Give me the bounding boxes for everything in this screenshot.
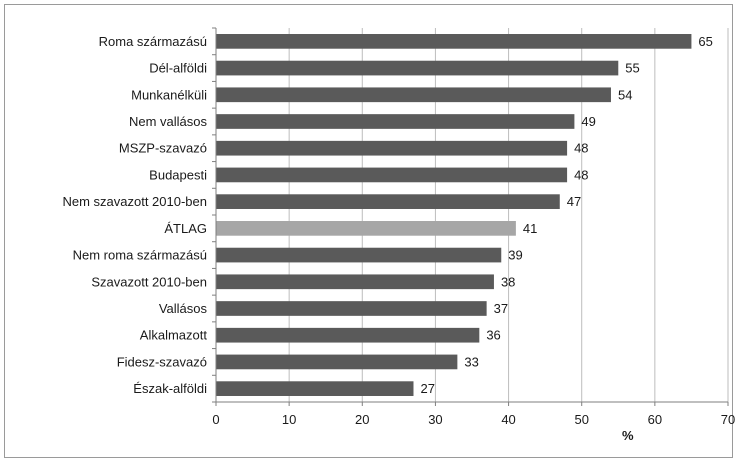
data-label: 37 bbox=[494, 301, 508, 316]
data-label: 48 bbox=[574, 141, 588, 156]
data-label: 48 bbox=[574, 167, 588, 182]
x-tick-label: 10 bbox=[282, 412, 296, 427]
x-tick-label: 20 bbox=[355, 412, 369, 427]
x-tick-label: 50 bbox=[574, 412, 588, 427]
bar bbox=[216, 301, 487, 316]
data-label: 55 bbox=[625, 61, 639, 76]
data-label: 39 bbox=[508, 248, 522, 263]
bar bbox=[216, 221, 516, 236]
bar bbox=[216, 167, 568, 183]
category-label: ÁTLAG bbox=[164, 221, 207, 236]
category-label: Nem roma származású bbox=[73, 248, 207, 263]
bar bbox=[216, 381, 414, 396]
data-label: 33 bbox=[464, 354, 478, 369]
x-axis-title: % bbox=[622, 428, 634, 443]
bar bbox=[216, 354, 458, 370]
category-label: Roma származású bbox=[99, 34, 207, 49]
bar bbox=[216, 194, 560, 209]
data-label: 38 bbox=[501, 274, 515, 289]
data-label: 65 bbox=[698, 34, 712, 49]
bar bbox=[216, 87, 611, 103]
data-label: 54 bbox=[618, 87, 632, 102]
category-label: Szavazott 2010-ben bbox=[91, 274, 207, 289]
category-label: Nem szavazott 2010-ben bbox=[62, 194, 207, 209]
bar bbox=[216, 327, 480, 343]
category-label: MSZP-szavazó bbox=[119, 141, 207, 156]
category-label: Dél-alföldi bbox=[149, 61, 207, 76]
gridlines bbox=[288, 28, 729, 402]
bar bbox=[216, 60, 619, 76]
bars bbox=[216, 34, 692, 396]
x-tick-label: 30 bbox=[428, 412, 442, 427]
category-label: Fidesz-szavazó bbox=[117, 354, 207, 369]
data-label: 47 bbox=[567, 194, 581, 209]
bar bbox=[216, 140, 568, 156]
bar bbox=[216, 34, 692, 49]
bar bbox=[216, 247, 502, 263]
bar bbox=[216, 274, 494, 290]
category-labels: Roma származású Dél-alföldi Munkanélküli Ne… bbox=[62, 34, 207, 396]
x-axis: 0 10 20 30 40 50 60 70% bbox=[212, 27, 735, 443]
data-label: 36 bbox=[486, 328, 500, 343]
bar bbox=[216, 114, 575, 129]
category-label: Alkalmazott bbox=[140, 328, 208, 343]
category-label: Munkanélküli bbox=[131, 87, 207, 102]
category-label: Budapesti bbox=[149, 167, 207, 182]
x-tick-label: 0 bbox=[212, 412, 219, 427]
x-tick-label: 60 bbox=[648, 412, 662, 427]
data-label: 27 bbox=[420, 381, 434, 396]
category-label: Nem vallásos bbox=[129, 114, 208, 129]
category-label: Észak-alföldi bbox=[133, 381, 207, 396]
x-tick-label: 70 bbox=[721, 412, 735, 427]
x-tick-label: 40 bbox=[501, 412, 515, 427]
category-label: Vallásos bbox=[159, 301, 208, 316]
data-label: 41 bbox=[523, 221, 537, 236]
data-label: 49 bbox=[581, 114, 595, 129]
